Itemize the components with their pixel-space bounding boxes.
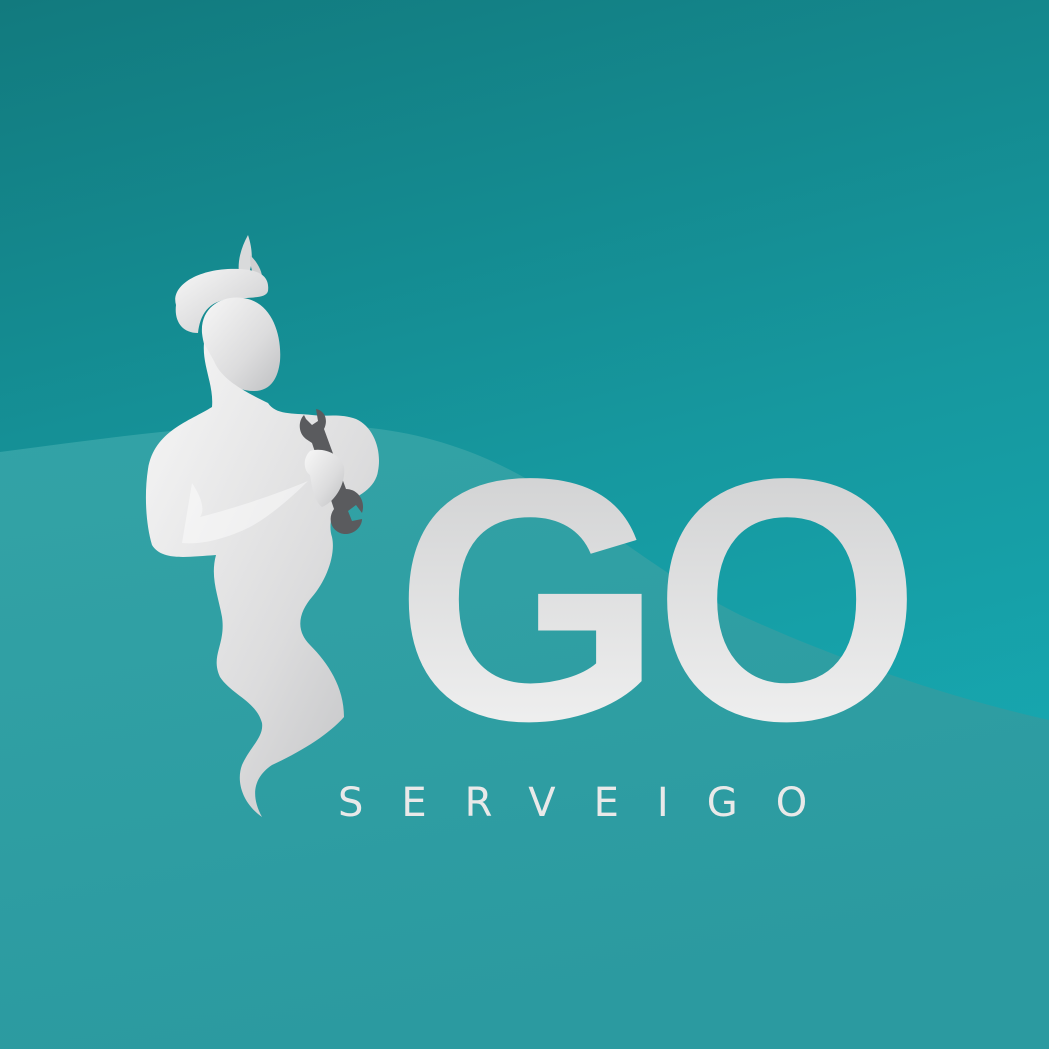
go-text: GO [395,455,912,735]
go-monogram: GO [395,455,915,735]
brand-name: SERVEIGO [338,780,846,826]
genie-mascot-icon [145,235,380,817]
